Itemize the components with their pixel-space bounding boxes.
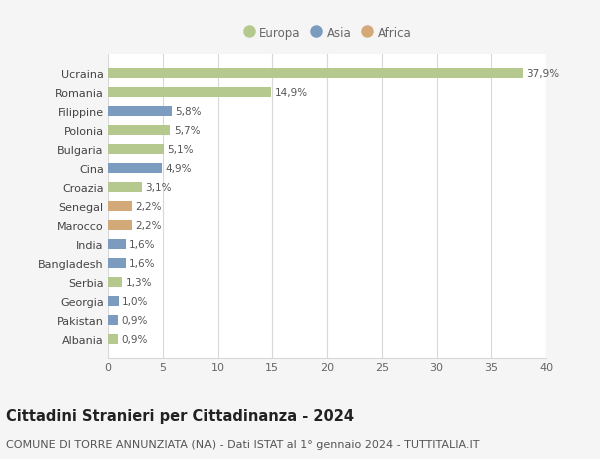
Text: Cittadini Stranieri per Cittadinanza - 2024: Cittadini Stranieri per Cittadinanza - 2… [6, 408, 354, 423]
Bar [108, 334, 118, 344]
Bar [108, 296, 119, 307]
Text: COMUNE DI TORRE ANNUNZIATA (NA) - Dati ISTAT al 1° gennaio 2024 - TUTTITALIA.IT: COMUNE DI TORRE ANNUNZIATA (NA) - Dati I… [6, 440, 479, 449]
Bar [108, 277, 122, 287]
Bar [108, 145, 164, 155]
Text: 2,2%: 2,2% [136, 220, 162, 230]
Text: 14,9%: 14,9% [274, 88, 308, 98]
Bar [108, 106, 172, 117]
Bar [108, 69, 523, 79]
Text: 5,8%: 5,8% [175, 107, 201, 117]
Text: 5,7%: 5,7% [174, 126, 200, 136]
Text: 4,9%: 4,9% [165, 164, 191, 174]
Text: 1,0%: 1,0% [122, 296, 149, 306]
Text: 5,1%: 5,1% [167, 145, 194, 155]
Bar [108, 88, 271, 98]
Text: 37,9%: 37,9% [526, 69, 559, 79]
Bar [108, 126, 170, 136]
Bar [108, 182, 142, 193]
Bar [108, 239, 125, 250]
Bar [108, 220, 132, 231]
Legend: Europa, Asia, Africa: Europa, Asia, Africa [241, 25, 413, 42]
Bar [108, 315, 118, 325]
Bar [108, 202, 132, 212]
Text: 1,3%: 1,3% [125, 277, 152, 287]
Text: 2,2%: 2,2% [136, 202, 162, 212]
Bar [108, 258, 125, 269]
Text: 0,9%: 0,9% [121, 334, 148, 344]
Text: 1,6%: 1,6% [129, 258, 155, 269]
Bar [108, 163, 161, 174]
Text: 1,6%: 1,6% [129, 240, 155, 249]
Text: 3,1%: 3,1% [145, 183, 172, 193]
Text: 0,9%: 0,9% [121, 315, 148, 325]
